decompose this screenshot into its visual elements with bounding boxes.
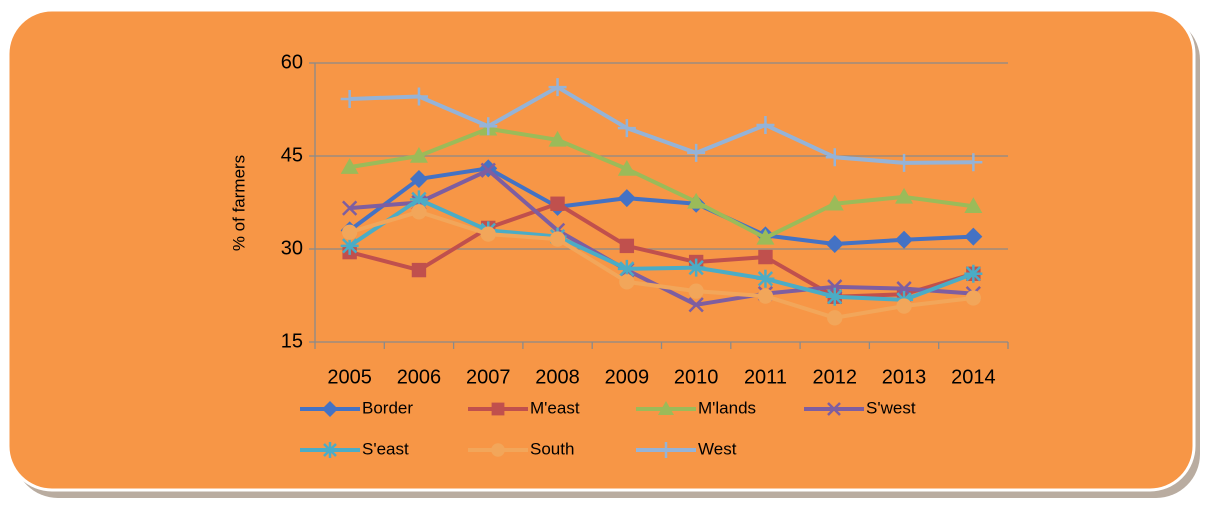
y-tick-label: 45 xyxy=(281,144,303,166)
marker xyxy=(340,236,359,255)
legend-label: West xyxy=(698,439,737,458)
marker xyxy=(480,162,496,178)
legend-marker xyxy=(827,402,841,416)
marker xyxy=(895,153,914,172)
legend-label: M'lands xyxy=(698,398,756,417)
marker xyxy=(409,190,428,209)
x-tick-label: 2005 xyxy=(327,366,372,388)
legend-marker xyxy=(491,443,505,457)
legend-marker xyxy=(322,442,338,458)
x-tick-label: 2014 xyxy=(951,366,996,388)
marker xyxy=(617,119,636,138)
marker xyxy=(964,153,983,172)
series-line xyxy=(349,126,974,240)
marker xyxy=(895,230,914,249)
marker xyxy=(825,194,844,211)
marker xyxy=(550,196,565,211)
x-tick-label: 2013 xyxy=(882,366,927,388)
series-line xyxy=(349,201,974,299)
series-line xyxy=(348,166,974,247)
marker xyxy=(548,78,567,97)
x-tick-label: 2012 xyxy=(813,366,858,388)
marker xyxy=(548,130,567,147)
marker xyxy=(411,204,427,220)
x-tick-label: 2011 xyxy=(744,366,787,388)
marker xyxy=(687,192,706,209)
marker xyxy=(479,117,498,136)
marker xyxy=(964,227,983,246)
legend-label: S'east xyxy=(362,439,409,458)
legend-marker xyxy=(322,401,338,417)
marker xyxy=(964,197,983,213)
marker xyxy=(342,200,358,216)
x-tick-label: 2008 xyxy=(535,366,580,388)
legend-label: S'west xyxy=(866,398,916,417)
marker xyxy=(756,116,775,134)
series-line xyxy=(349,209,974,320)
marker xyxy=(617,189,636,208)
x-tick-label: 2009 xyxy=(605,366,650,388)
marker xyxy=(549,231,566,247)
series-line xyxy=(348,197,975,302)
marker xyxy=(409,147,428,163)
marker xyxy=(688,297,704,313)
marker xyxy=(617,259,636,278)
marker xyxy=(896,281,912,297)
marker xyxy=(340,158,359,174)
marker xyxy=(687,143,706,162)
marker xyxy=(688,283,704,299)
y-tick-label: 60 xyxy=(281,51,303,73)
marker xyxy=(827,310,843,326)
marker xyxy=(411,262,427,278)
legend-label: M'east xyxy=(530,398,580,417)
marker xyxy=(687,258,706,277)
marker xyxy=(965,290,981,306)
marker xyxy=(409,87,428,106)
x-tick-label: 2007 xyxy=(466,366,511,388)
x-tick-label: 2006 xyxy=(397,366,442,388)
x-tick-label: 2010 xyxy=(674,366,719,388)
marker xyxy=(619,274,635,290)
legend-marker xyxy=(658,442,674,458)
marker xyxy=(825,235,844,254)
y-axis-label: % of farmers xyxy=(229,155,248,251)
marker xyxy=(480,226,496,242)
series-line xyxy=(349,85,974,165)
marker xyxy=(619,238,635,254)
marker xyxy=(340,89,359,108)
marker xyxy=(758,249,773,265)
legend-label: Border xyxy=(362,398,413,417)
marker xyxy=(617,160,636,176)
marker xyxy=(964,264,983,283)
marker xyxy=(342,224,358,240)
marker xyxy=(409,169,428,188)
marker xyxy=(756,228,775,245)
marker xyxy=(756,269,775,288)
legend-marker xyxy=(658,401,674,415)
panel xyxy=(6,8,1196,492)
legend-label: South xyxy=(530,439,574,458)
marker xyxy=(896,298,912,314)
marker xyxy=(825,148,844,167)
marker xyxy=(825,287,844,306)
marker xyxy=(895,187,914,204)
y-tick-label: 30 xyxy=(281,237,303,259)
marker xyxy=(757,288,774,304)
legend-marker xyxy=(491,402,505,416)
y-tick-label: 15 xyxy=(281,330,303,352)
